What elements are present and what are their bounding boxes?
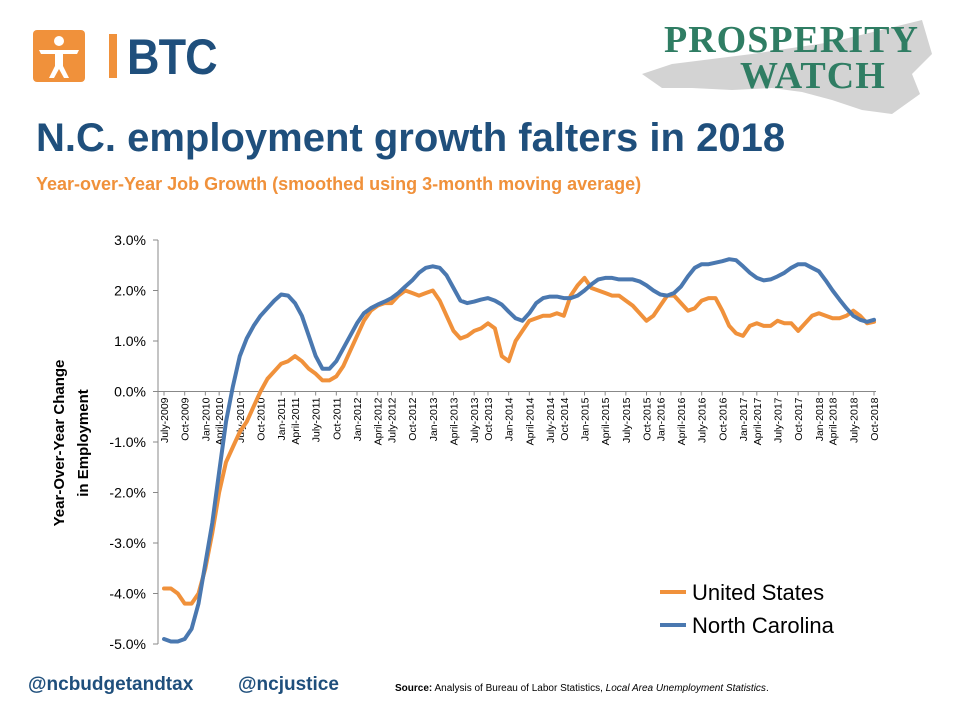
source-text: Analysis of Bureau of Labor Statistics, bbox=[432, 683, 606, 694]
source-italic: Local Area Unemployment Statistics bbox=[605, 683, 766, 694]
x-tick-label: April-2017 bbox=[752, 397, 764, 445]
x-tick-label: July-2009 bbox=[159, 397, 171, 443]
series-line-united-states bbox=[162, 275, 876, 606]
x-tick-label: Jan-2014 bbox=[504, 397, 516, 441]
twitter-handle-ncjustice[interactable]: @ncjustice bbox=[238, 674, 339, 695]
y-tick-label: 3.0% bbox=[114, 232, 146, 248]
y-tick-label: -2.0% bbox=[109, 485, 146, 501]
y-tick-label: 2.0% bbox=[114, 283, 146, 299]
x-tick-label: Jan-2017 bbox=[738, 397, 750, 441]
x-tick-label: Oct-2013 bbox=[483, 397, 495, 440]
btc-person-icon bbox=[33, 30, 85, 82]
y-tick-label: 1.0% bbox=[114, 333, 146, 349]
twitter-handle-ncbudgetandtax[interactable]: @ncbudgetandtax bbox=[28, 674, 194, 695]
source-end: . bbox=[765, 683, 769, 694]
x-tick-label: April-2018 bbox=[828, 397, 840, 445]
x-tick-label: Oct-2015 bbox=[642, 397, 654, 440]
brand-line-2: WATCH bbox=[740, 55, 886, 97]
x-tick-label: July-2018 bbox=[848, 397, 860, 443]
y-tick-label: -4.0% bbox=[109, 586, 146, 602]
x-tick-label: Jan-2012 bbox=[352, 397, 364, 441]
x-tick-label: July-2013 bbox=[469, 397, 481, 443]
y-tick-label: -3.0% bbox=[109, 535, 146, 551]
x-tick-label: July-2014 bbox=[545, 397, 557, 443]
x-tick-label: Oct-2017 bbox=[793, 397, 805, 440]
x-tick-label: July-2015 bbox=[621, 397, 633, 443]
series-line-north-carolina bbox=[162, 257, 876, 644]
x-tick-label: Jan-2011 bbox=[276, 397, 288, 440]
legend-label: North Carolina bbox=[692, 613, 835, 638]
x-tick-label: Oct-2009 bbox=[180, 397, 192, 440]
x-tick-label: April-2012 bbox=[373, 397, 385, 445]
x-tick-label: Jan-2013 bbox=[428, 397, 440, 441]
x-tick-label: Oct-2018 bbox=[869, 397, 881, 440]
x-tick-label: July-2017 bbox=[772, 397, 784, 443]
x-tick-label: Oct-2010 bbox=[256, 397, 268, 440]
y-axis-label: in Employment bbox=[75, 389, 92, 497]
x-tick-label: April-2016 bbox=[676, 397, 688, 445]
page-subtitle: Year-over-Year Job Growth (smoothed usin… bbox=[36, 174, 642, 194]
brand-line-1: PROSPERITY bbox=[664, 19, 919, 61]
x-tick-label: April-2015 bbox=[600, 397, 612, 445]
x-tick-label: Jan-2018 bbox=[814, 397, 826, 441]
x-tick-label: April-2011 bbox=[290, 397, 302, 444]
x-tick-label: April-2013 bbox=[449, 397, 461, 445]
source-note: Source: Analysis of Bureau of Labor Stat… bbox=[395, 683, 769, 694]
x-tick-label: Oct-2016 bbox=[717, 397, 729, 440]
y-axis-label: Year-Over-Year Change bbox=[51, 360, 68, 527]
x-tick-label: Oct-2011 bbox=[331, 397, 343, 440]
x-tick-label: Oct-2014 bbox=[559, 397, 571, 440]
y-tick-label: -5.0% bbox=[109, 636, 146, 652]
x-tick-label: Oct-2012 bbox=[407, 397, 419, 440]
x-tick-label: July-2012 bbox=[386, 397, 398, 443]
legend-label: United States bbox=[692, 580, 824, 605]
y-tick-label: -1.0% bbox=[109, 434, 146, 450]
x-tick-label: April-2014 bbox=[524, 397, 536, 445]
x-tick-label: July-2016 bbox=[697, 397, 709, 443]
prosperity-watch-logo: PROSPERITY WATCH bbox=[632, 14, 942, 126]
y-tick-label: 0.0% bbox=[114, 384, 146, 400]
btc-logo-text: BTC bbox=[127, 29, 218, 85]
source-label: Source: bbox=[395, 683, 433, 694]
nc-state-shape-icon bbox=[642, 20, 932, 114]
x-tick-label: Jan-2010 bbox=[200, 397, 212, 441]
page-title: N.C. employment growth falters in 2018 bbox=[36, 116, 786, 160]
x-tick-label: Jan-2016 bbox=[655, 397, 667, 441]
btc-divider bbox=[109, 34, 117, 78]
btc-logo: BTC bbox=[33, 29, 223, 85]
x-tick-label: July-2011 bbox=[311, 397, 323, 442]
x-tick-label: Jan-2015 bbox=[579, 397, 591, 441]
